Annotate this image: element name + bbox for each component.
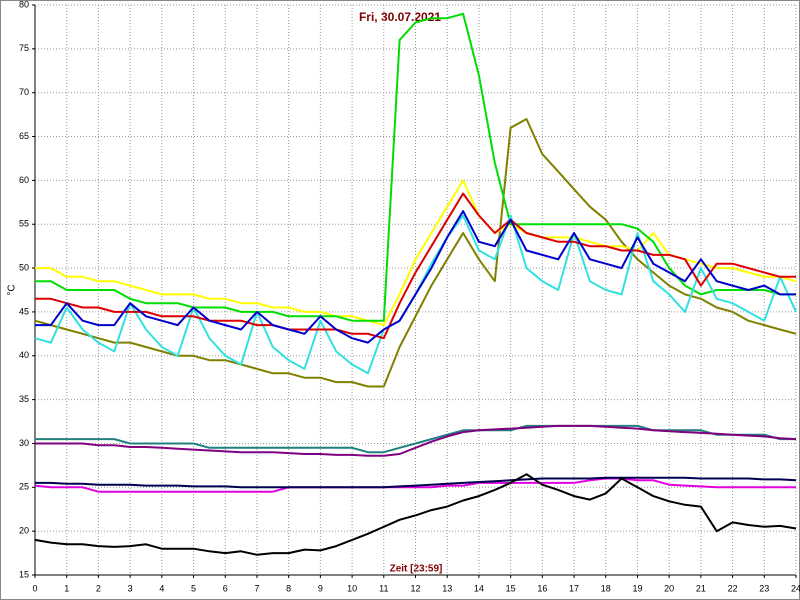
- series-line: [35, 192, 796, 340]
- x-tick-label: 12: [410, 583, 420, 593]
- y-tick-label: 20: [19, 526, 29, 536]
- x-tick-label: 18: [601, 583, 611, 593]
- series-line: [34, 473, 797, 556]
- y-tick-label: 55: [19, 219, 29, 229]
- x-tick-label: 17: [569, 583, 579, 593]
- y-tick-label: 50: [19, 262, 29, 272]
- series-line: [35, 210, 796, 344]
- y-tick-label: 70: [19, 87, 29, 97]
- y-tick-label: 80: [19, 0, 29, 9]
- x-tick-label: 23: [759, 583, 769, 593]
- x-tick-label: 5: [191, 583, 196, 593]
- x-tick-label: 6: [223, 583, 228, 593]
- x-tick-label: 2: [96, 583, 101, 593]
- x-tick-label: 20: [664, 583, 674, 593]
- y-tick-label: 30: [19, 438, 29, 448]
- series-line: [35, 476, 797, 489]
- x-tick-label: 8: [286, 583, 291, 593]
- x-tick-label: 4: [159, 583, 164, 593]
- x-tick-label: 19: [632, 583, 642, 593]
- series-line: [35, 424, 797, 457]
- x-tick-label: 24: [791, 583, 800, 593]
- y-tick-label: 60: [19, 175, 29, 185]
- x-tick-label: 7: [254, 583, 259, 593]
- x-tick-label: 15: [506, 583, 516, 593]
- x-tick-label: 10: [347, 583, 357, 593]
- x-tick-label: 22: [728, 583, 738, 593]
- x-tick-label: 14: [474, 583, 484, 593]
- series-line: [34, 118, 797, 388]
- x-tick-label: 11: [379, 583, 388, 593]
- y-tick-label: 35: [19, 394, 29, 404]
- y-axis-label: °C: [7, 284, 18, 295]
- y-tick-label: 15: [19, 569, 29, 579]
- x-tick-label: 0: [32, 583, 37, 593]
- y-tick-label: 45: [19, 306, 29, 316]
- x-tick-label: 13: [442, 583, 452, 593]
- series-line: [35, 12, 796, 322]
- y-tick-label: 65: [19, 131, 29, 141]
- chart-title: Fri, 30.07.2021: [359, 10, 441, 24]
- x-tick-label: 21: [696, 583, 706, 593]
- x-tick-label: 9: [318, 583, 323, 593]
- x-tick-label: 16: [537, 583, 547, 593]
- series-line: [34, 477, 796, 493]
- y-tick-label: 75: [19, 43, 29, 53]
- x-tick-label: 1: [64, 583, 69, 593]
- x-tick-label: 3: [128, 583, 133, 593]
- y-tick-label: 40: [19, 350, 29, 360]
- y-tick-label: 25: [19, 482, 29, 492]
